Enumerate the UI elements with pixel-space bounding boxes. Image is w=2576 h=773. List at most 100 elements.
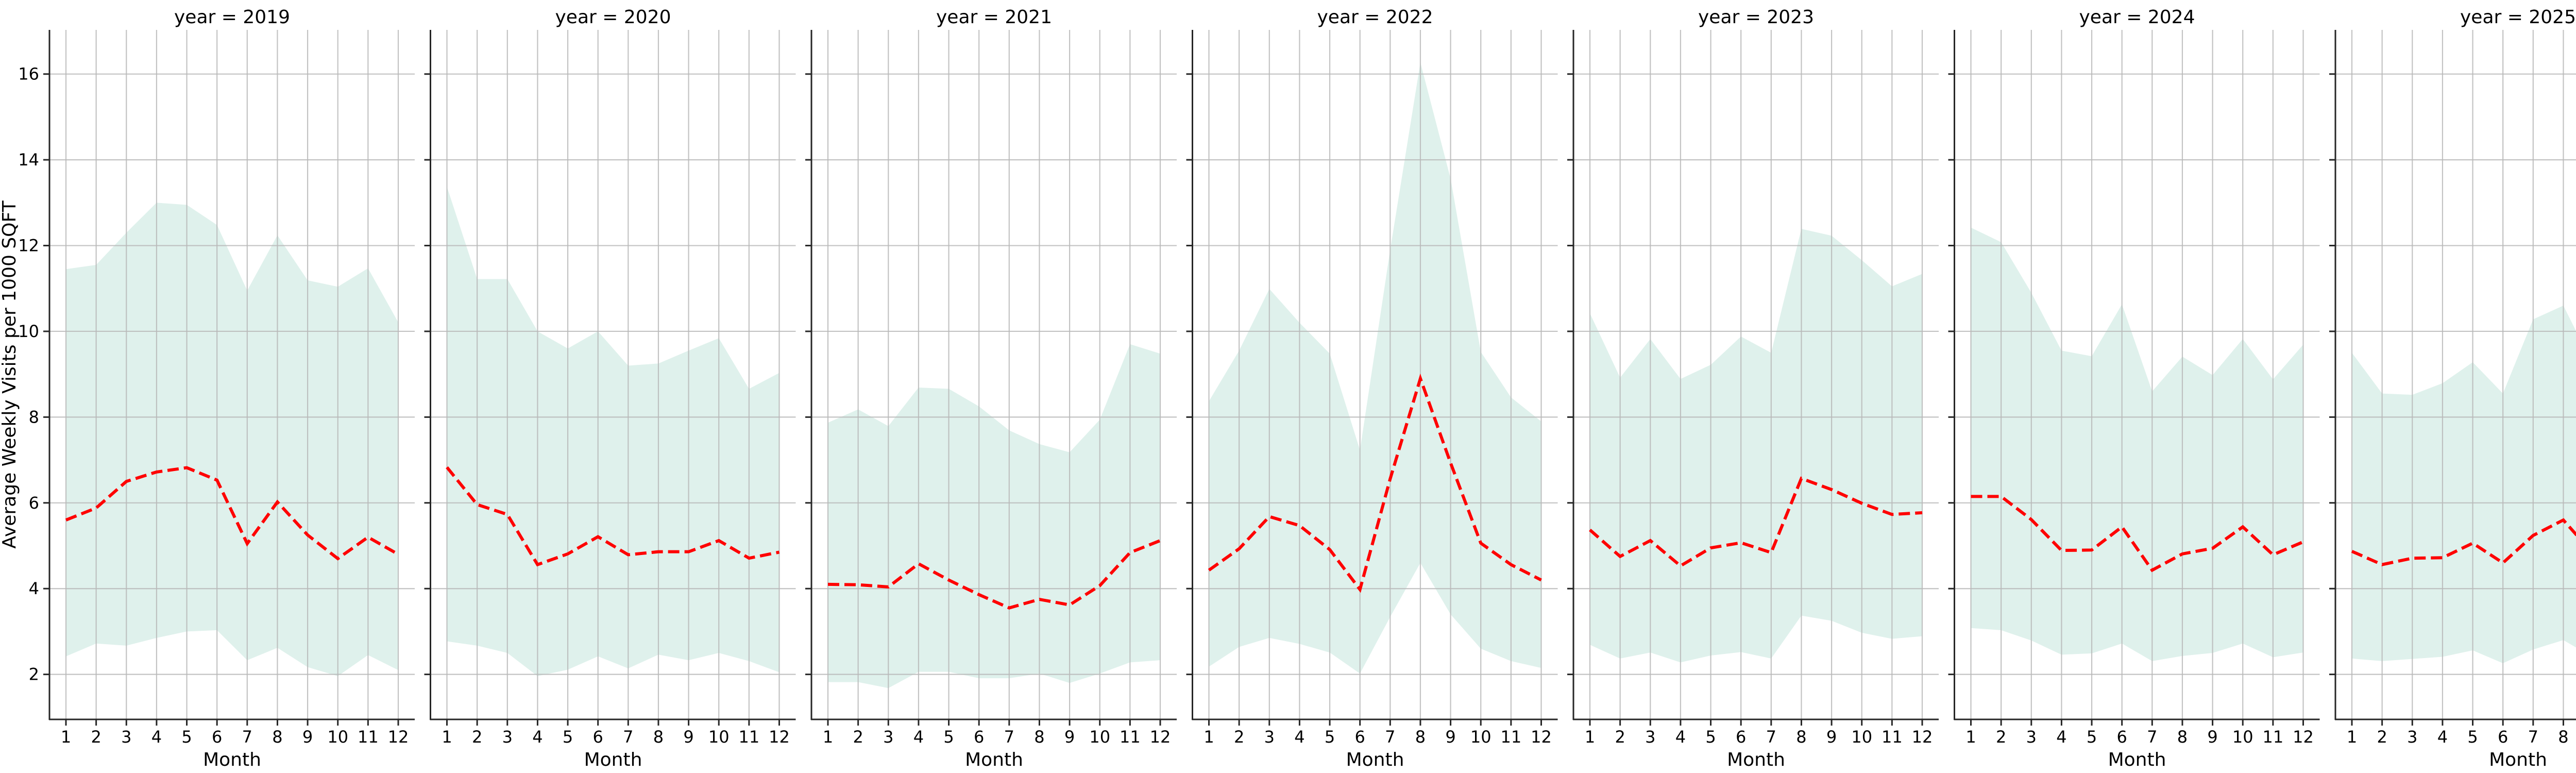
x-tick-label: 4 [913, 727, 924, 747]
y-tick-label: 12 [18, 236, 39, 256]
median-line [65, 466, 399, 561]
x-tick-label: 3 [502, 727, 513, 747]
x-tick-label: 7 [242, 727, 252, 747]
grid [811, 30, 1177, 719]
x-tick-label: 8 [1796, 727, 1806, 747]
x-tick-label: 11 [1882, 727, 1903, 747]
grid [430, 30, 796, 719]
x-tick-label: 7 [1766, 727, 1776, 747]
median-line [1971, 495, 2304, 573]
x-tick-label: 4 [2437, 727, 2448, 747]
x-tick-label: 7 [2528, 727, 2538, 747]
grid [2335, 30, 2576, 719]
x-tick-label: 11 [1120, 727, 1141, 747]
y-tick-label: 6 [29, 493, 39, 513]
x-tick-label: 8 [653, 727, 664, 747]
x-tick-label: 1 [823, 727, 833, 747]
x-tick-label: 12 [388, 727, 409, 747]
y-tick-label: 8 [29, 407, 39, 427]
x-tick-label: 5 [2087, 727, 2097, 747]
x-tick-label: 6 [1355, 727, 1365, 747]
x-tick-label: 7 [1385, 727, 1395, 747]
percentile-band [66, 203, 398, 676]
x-tick-label: 9 [1064, 727, 1075, 747]
x-tick-label: 2 [2377, 727, 2387, 747]
median-line [446, 466, 780, 567]
x-tick-label: 1 [61, 727, 71, 747]
x-tick-label: 12 [769, 727, 790, 747]
x-tick-label: 1 [2347, 727, 2357, 747]
y-tick-label: 14 [18, 150, 39, 170]
panel-title: year = 2023 [1698, 7, 1814, 28]
y-tick-label: 4 [29, 579, 39, 598]
x-tick-label: 2 [1615, 727, 1625, 747]
panel-title: year = 2019 [174, 7, 290, 28]
panel-title: year = 2021 [936, 7, 1052, 28]
y-tick-label: 2 [29, 665, 39, 684]
x-tick-label: 5 [181, 727, 192, 747]
x-tick-label: 3 [121, 727, 131, 747]
x-tick-label: 12 [2293, 727, 2314, 747]
x-tick-label: 10 [2232, 727, 2253, 747]
x-tick-label: 9 [302, 727, 313, 747]
percentile-band [1209, 62, 1541, 674]
x-tick-label: 6 [1736, 727, 1746, 747]
x-tick-label: 2 [472, 727, 482, 747]
panel-title: year = 2022 [1317, 7, 1433, 28]
grid [1573, 30, 1939, 719]
y-axis-label: Average Weekly Visits per 1000 SQFT [0, 200, 20, 548]
x-tick-label: 8 [272, 727, 282, 747]
x-tick-label: 2 [853, 727, 863, 747]
x-tick-label: 1 [1204, 727, 1214, 747]
x-tick-label: 9 [1826, 727, 1837, 747]
grid [1954, 30, 2320, 719]
grid [49, 30, 415, 719]
x-tick-label: 4 [2056, 727, 2066, 747]
x-tick-label: 9 [2207, 727, 2217, 747]
x-tick-label: 10 [327, 727, 348, 747]
x-tick-label: 5 [563, 727, 573, 747]
x-tick-label: 10 [708, 727, 730, 747]
percentile-band [828, 344, 1160, 688]
panel-title: year = 2025 [2460, 7, 2576, 28]
percentile-band [447, 187, 779, 676]
x-tick-label: 4 [1294, 727, 1304, 747]
x-tick-label: 9 [683, 727, 693, 747]
x-tick-label: 12 [1531, 727, 1552, 747]
x-tick-label: 8 [1415, 727, 1426, 747]
x-tick-label: 10 [1851, 727, 1872, 747]
x-tick-label: 6 [974, 727, 984, 747]
y-tick-label: 16 [18, 64, 39, 84]
x-tick-label: 4 [532, 727, 543, 747]
x-tick-label: 1 [442, 727, 452, 747]
x-axis-label: Month [1346, 749, 1404, 770]
x-tick-label: 1 [1585, 727, 1595, 747]
x-axis-label: Month [1727, 749, 1785, 770]
x-tick-label: 6 [2117, 727, 2127, 747]
x-tick-label: 2 [1996, 727, 2006, 747]
x-tick-label: 3 [2407, 727, 2417, 747]
x-axis-label: Month [203, 749, 261, 770]
x-tick-label: 3 [1645, 727, 1655, 747]
grid [1192, 30, 1558, 719]
x-tick-label: 6 [212, 727, 222, 747]
x-tick-label: 5 [943, 727, 954, 747]
percentile-band [1971, 227, 2303, 661]
x-tick-label: 8 [2177, 727, 2188, 747]
median-line [2351, 518, 2576, 566]
x-tick-label: 6 [2498, 727, 2508, 747]
y-tick-label: 10 [18, 322, 39, 341]
x-tick-label: 12 [1912, 727, 1933, 747]
median-line [827, 539, 1161, 610]
panel-title: year = 2020 [555, 7, 671, 28]
x-axis-label: Month [2489, 749, 2547, 770]
x-tick-label: 3 [1264, 727, 1275, 747]
x-tick-label: 2 [91, 727, 101, 747]
x-tick-label: 6 [593, 727, 603, 747]
